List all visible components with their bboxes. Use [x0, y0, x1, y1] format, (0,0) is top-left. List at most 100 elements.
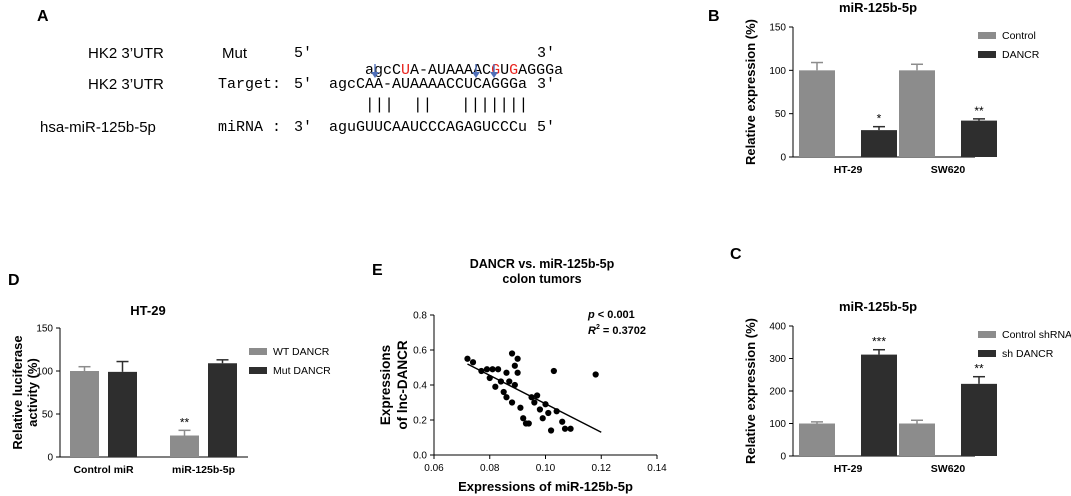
y-axis-label-line2: of lnc-DANCR — [395, 340, 410, 429]
scatter-point — [536, 406, 544, 413]
bar — [170, 435, 199, 457]
significance-label: *** — [872, 335, 886, 349]
mirna-kind-label: miRNA : — [218, 119, 282, 136]
bar — [70, 371, 99, 457]
legend-swatch — [249, 367, 267, 374]
bar-chart-c: miR-125b-5p Relative expression (%) 0 100 20… — [743, 299, 1071, 475]
scatter-point — [503, 394, 510, 401]
panel-letter-d: D — [8, 272, 20, 289]
x-tick-label: SW620 — [931, 463, 966, 475]
bar — [899, 423, 935, 456]
y-tick-label: 150 — [36, 324, 53, 335]
legend-label: WT DANCR — [273, 346, 330, 358]
panel-letter-e: E — [372, 262, 383, 279]
y-tick-label: 50 — [775, 109, 787, 120]
mutation-arrow-2 — [472, 64, 480, 78]
y-tick-label: 150 — [769, 23, 786, 34]
scatter-point — [531, 399, 538, 406]
legend-swatch — [978, 350, 996, 357]
bar — [961, 120, 997, 157]
scatter-point — [508, 350, 516, 357]
bar — [861, 130, 897, 157]
scatter-point — [567, 425, 574, 432]
mut-seq-seg: A-AUAAAAC — [410, 62, 492, 79]
y-tick-label: 50 — [42, 410, 54, 421]
bar — [108, 371, 137, 457]
scatter-point — [545, 409, 552, 417]
y-tick-label: 0 — [780, 452, 786, 463]
scatter-point — [497, 378, 504, 385]
bar — [799, 423, 835, 456]
y-tick-label: 200 — [769, 387, 786, 398]
y-tick-label: 400 — [769, 322, 786, 333]
y-tick-label: 0 — [47, 453, 53, 464]
significance-label: ** — [974, 104, 984, 118]
scatter-point — [592, 371, 599, 378]
y-tick-label: 100 — [769, 66, 786, 77]
scatter-point — [483, 366, 491, 373]
legend-swatch — [978, 331, 996, 338]
mut-gene-label: HK2 3’UTR — [88, 45, 164, 62]
scatter-point — [464, 355, 471, 362]
chart-title: miR-125b-5p — [839, 299, 917, 314]
bar — [208, 363, 237, 457]
bar — [799, 70, 835, 157]
y-axis-label: Relative expression (%) — [743, 19, 758, 165]
bar-chart-b: miR-125b-5p Relative expression (%) 0 50 100… — [743, 0, 1040, 176]
y-tick-label: 300 — [769, 354, 786, 365]
target-kind-label: Target: — [218, 76, 282, 93]
scatter-point — [550, 367, 557, 375]
target-gene-label: HK2 3’UTR — [88, 76, 164, 93]
scatter-point — [528, 394, 535, 401]
mirna-prime3: 3' — [294, 119, 313, 136]
legend-swatch — [978, 51, 996, 58]
x-tick-label: 0.12 — [592, 463, 612, 474]
mirna-sequence: aguGUUCAAUCCCAGAGUCCCu — [329, 119, 528, 136]
y-tick-label: 0.8 — [413, 311, 427, 322]
scatter-point — [539, 415, 546, 422]
legend-swatch — [978, 32, 996, 39]
y-axis-label: Relative luciferase — [10, 335, 25, 449]
target-sequence: agcCAA-AUAAAACCUCAGGGa — [329, 76, 528, 93]
scatter-point — [542, 401, 549, 408]
panel-letter-b: B — [708, 8, 720, 25]
panel-letter-c: C — [730, 246, 742, 263]
target-prime5: 5' — [294, 76, 313, 93]
p-value-label: p < 0.001 — [587, 309, 635, 321]
legend-label: DANCR — [1002, 49, 1040, 61]
mut-sequence: agcCUA-AUAAAACGUGAGGGa — [329, 45, 563, 96]
chart-title-line2: colon tumors — [502, 272, 581, 286]
scatter-point — [486, 374, 493, 382]
x-tick-label: 0.06 — [424, 463, 444, 474]
legend-swatch — [249, 348, 267, 355]
chart-title: HT-29 — [130, 303, 165, 318]
chart-title: miR-125b-5p — [839, 0, 917, 15]
y-tick-label: 0 — [780, 153, 786, 164]
legend-label: Control shRNA — [1002, 329, 1071, 341]
y-axis-label: activity (%) — [25, 358, 40, 427]
scatter-point — [492, 383, 499, 390]
scatter-point — [506, 378, 513, 385]
x-tick-label: HT-29 — [834, 164, 863, 176]
scatter-point — [495, 366, 502, 373]
x-tick-label: 0.14 — [647, 463, 667, 474]
y-tick-label: 0.4 — [413, 381, 427, 392]
x-tick-label: miR-125b-5p — [172, 464, 235, 476]
bar — [899, 70, 935, 157]
legend-label: sh DANCR — [1002, 348, 1054, 360]
y-tick-label: 100 — [36, 367, 53, 378]
panel-letter-a: A — [37, 8, 49, 25]
y-tick-label: 0.2 — [413, 416, 427, 427]
scatter-point — [508, 399, 516, 406]
sequence-alignment-panel: HK2 3’UTR Mut 5' agcCUA-AUAAAACGUGAGGGa … — [30, 38, 620, 148]
x-tick-label: Control miR — [73, 464, 133, 476]
scatter-point — [514, 369, 521, 376]
mut-prime5: 5' — [294, 45, 313, 62]
significance-label: * — [877, 112, 882, 126]
bar — [861, 354, 897, 456]
scatter-point — [520, 415, 527, 422]
mut-seq-seg-red: G — [491, 62, 501, 79]
chart-title-line1: DANCR vs. miR-125b-5p — [470, 257, 615, 271]
mut-seq-seg-red: G — [509, 62, 519, 79]
scatter-point — [547, 427, 555, 434]
